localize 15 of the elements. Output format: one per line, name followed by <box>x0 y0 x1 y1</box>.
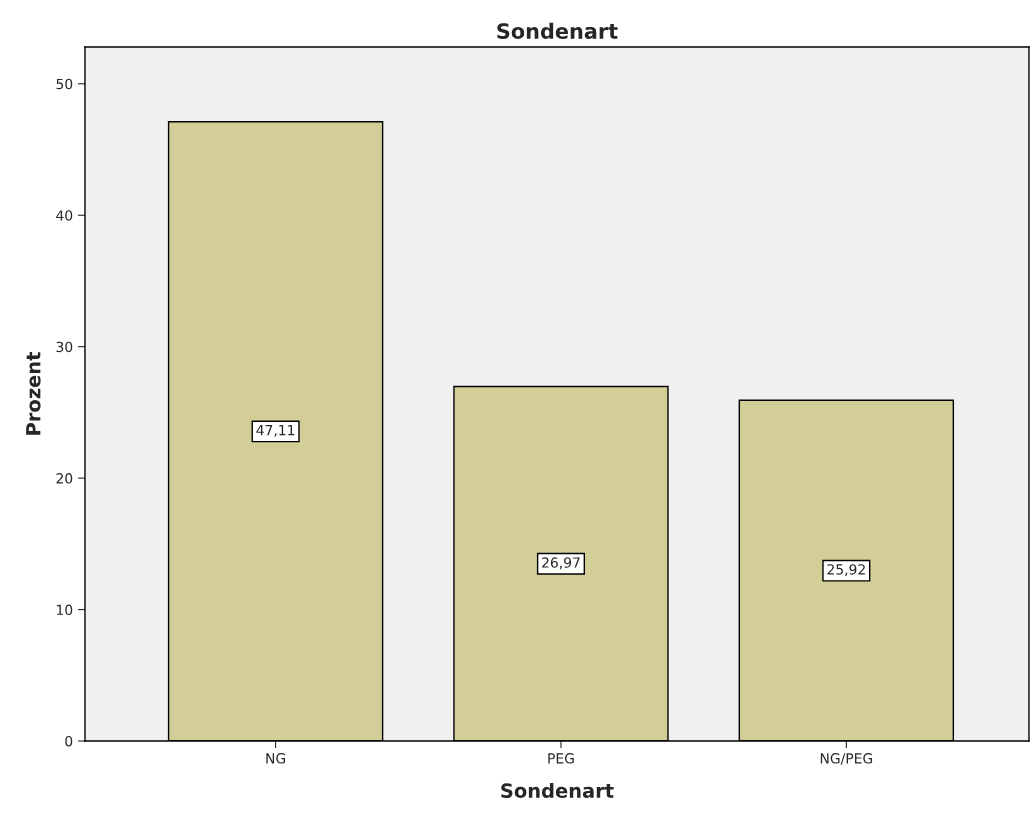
data-label: 47,11 <box>256 425 295 437</box>
y-tick-label: 20 <box>56 473 73 484</box>
x-tick-label: PEG <box>548 753 574 764</box>
x-axis-title: Sondenart <box>501 782 614 798</box>
y-tick-label: 30 <box>56 341 73 353</box>
y-tick-label: 10 <box>57 604 73 616</box>
y-axis-title: Prozent <box>26 352 41 435</box>
y-tick-label: 40 <box>56 210 73 221</box>
data-label: 26,97 <box>542 557 580 570</box>
y-tick-label: 50 <box>56 78 73 90</box>
data-label: 25,92 <box>827 564 865 577</box>
y-tick-label: 0 <box>65 735 73 747</box>
x-tick-label: NG <box>266 753 286 764</box>
chart-title: Sondenart <box>497 22 618 39</box>
x-tick-label: NG/PEG <box>820 753 873 765</box>
